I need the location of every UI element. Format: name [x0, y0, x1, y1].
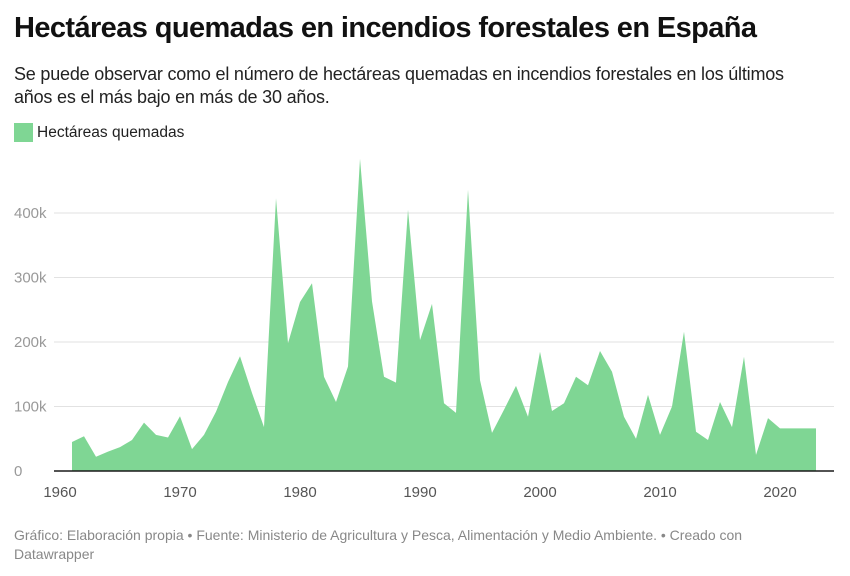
y-tick-label: 200k	[14, 334, 47, 351]
x-tick-label: 2010	[643, 484, 676, 501]
legend-swatch	[14, 123, 33, 142]
x-tick-label: 2000	[523, 484, 556, 501]
chart-footer: Gráfico: Elaboración propia • Fuente: Mi…	[14, 527, 743, 562]
grid-lines	[54, 212, 834, 407]
x-tick-label: 1960	[43, 484, 76, 501]
chart-title: Hectáreas quemadas en incendios forestal…	[14, 12, 757, 44]
x-tick-label: 1990	[403, 484, 436, 501]
x-tick-label: 1970	[163, 484, 196, 501]
area-fill	[72, 158, 816, 472]
chart-subtitle: Se puede observar como el número de hect…	[14, 64, 784, 107]
area-series	[72, 158, 816, 472]
y-tick-label: 0	[14, 463, 22, 480]
legend: Hectáreas quemadas	[14, 123, 184, 142]
tick-labels: 0 100k 200k 300k 400k 1960 1970 1980 1990 2000 201…	[14, 205, 797, 501]
y-tick-label: 300k	[14, 270, 47, 287]
y-tick-label: 400k	[14, 205, 47, 222]
legend-label: Hectáreas quemadas	[37, 123, 185, 141]
x-tick-label: 1980	[283, 484, 316, 501]
y-tick-label: 100k	[14, 399, 47, 416]
x-tick-label: 2020	[763, 484, 796, 501]
